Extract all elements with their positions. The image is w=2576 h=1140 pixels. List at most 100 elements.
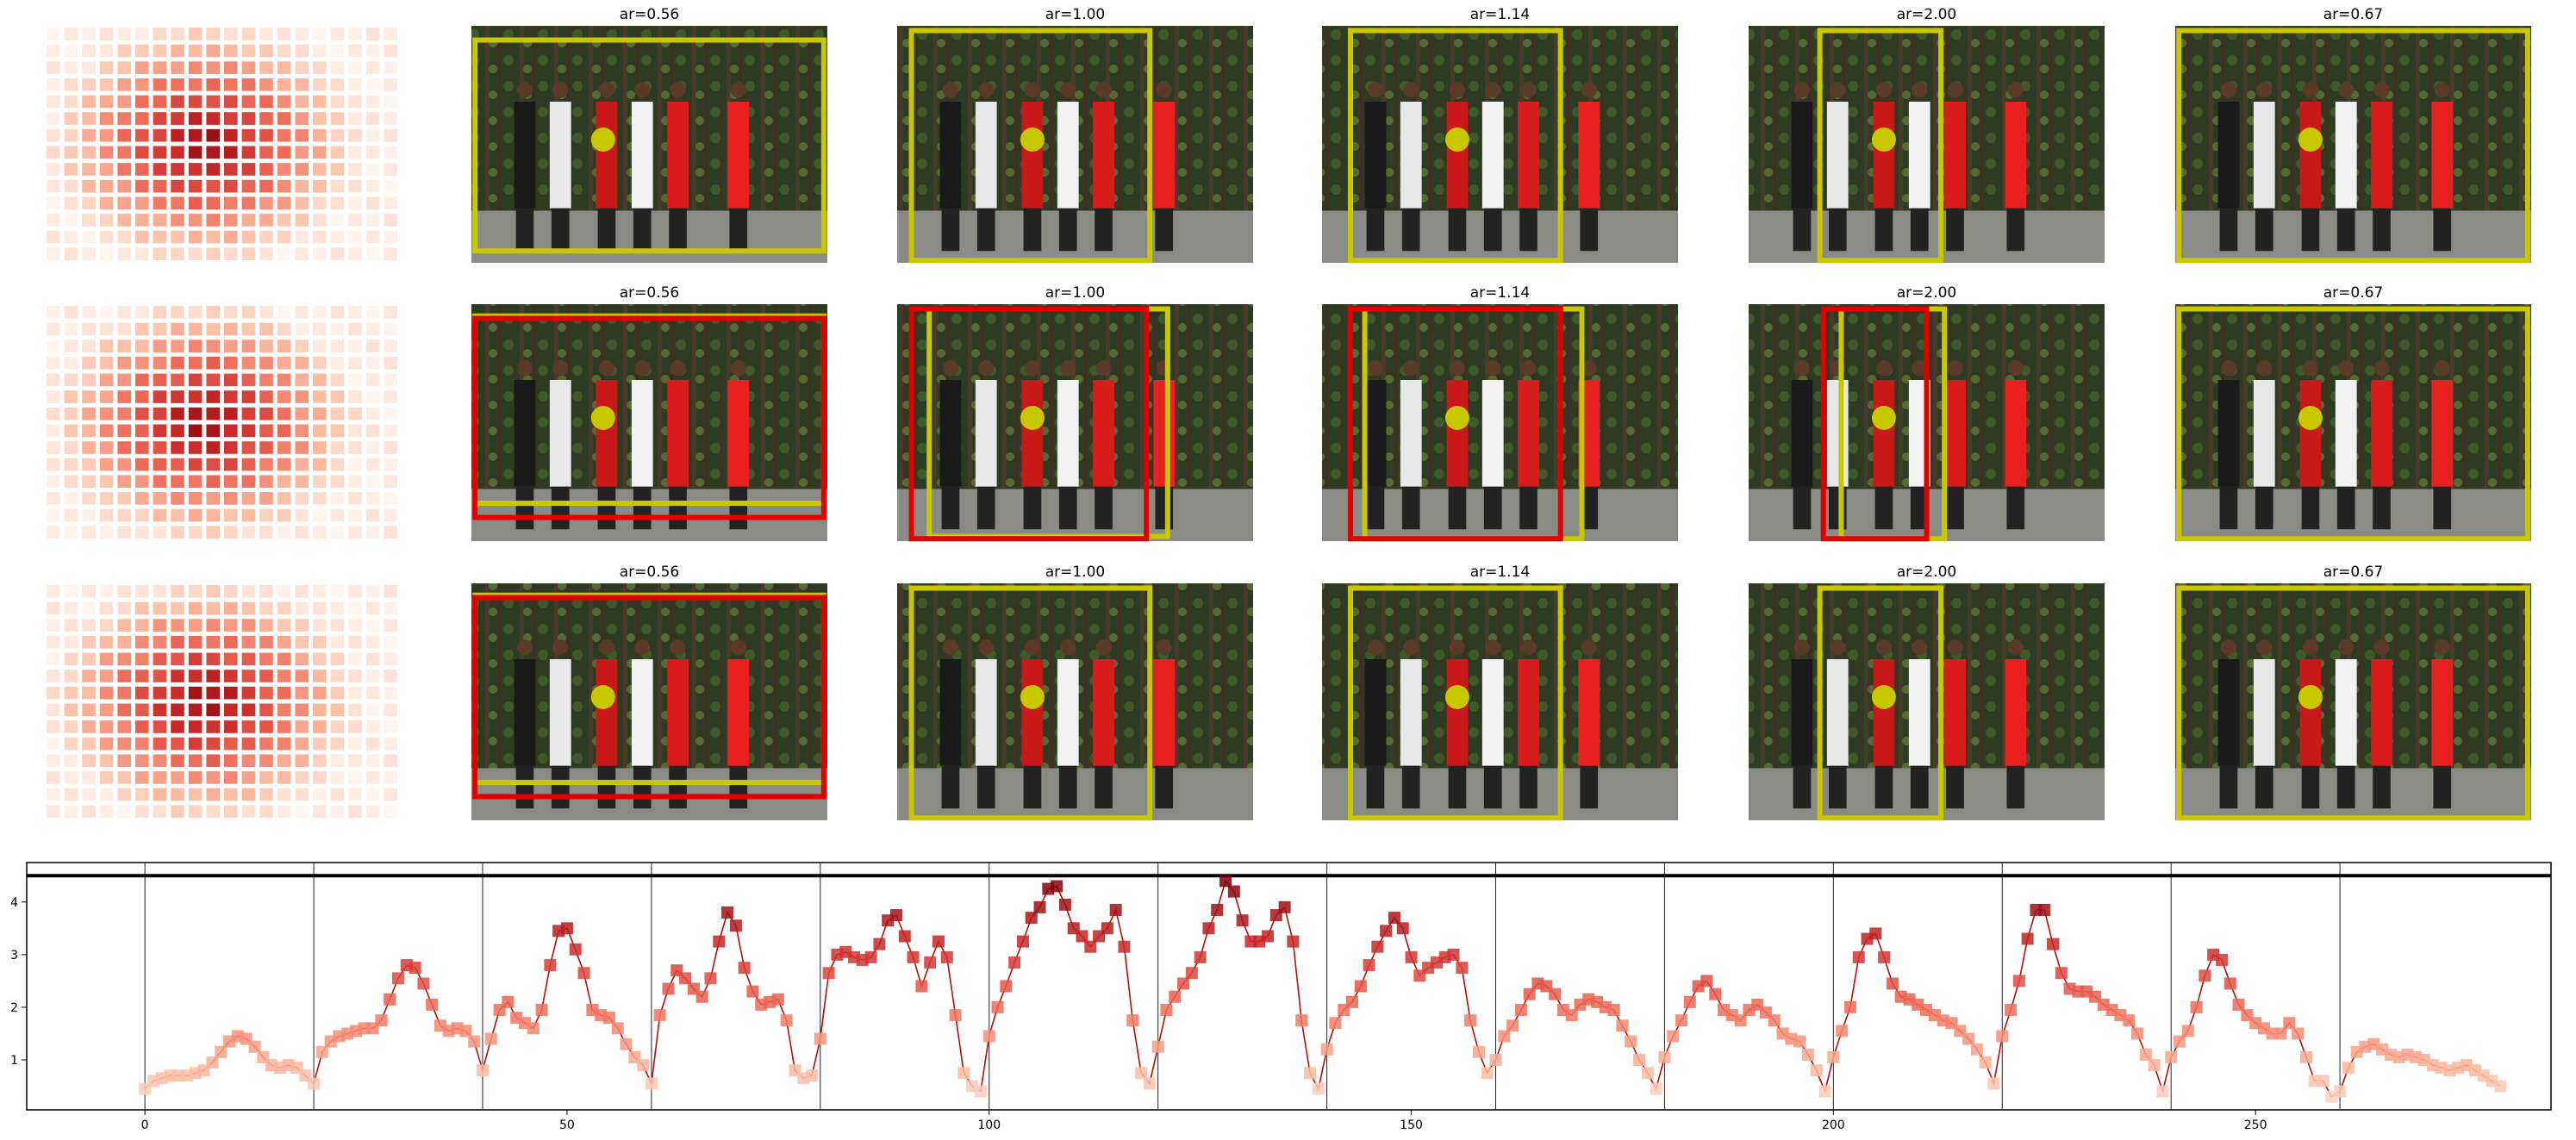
heatmap-cell xyxy=(171,441,184,454)
heatmap-cell xyxy=(47,720,60,733)
heatmap-cell xyxy=(277,28,291,40)
heatmap-cell xyxy=(82,44,96,58)
heatmap-cell xyxy=(384,61,397,74)
heatmap-cell xyxy=(117,44,131,58)
heatmap-cell xyxy=(206,585,220,598)
heatmap-cell xyxy=(259,652,273,666)
heatmap-cell xyxy=(241,788,256,801)
heatmap-cell xyxy=(384,28,397,40)
photo-person-head xyxy=(1485,360,1501,377)
heatmap-cell xyxy=(153,458,167,471)
heatmap-cell xyxy=(206,179,220,193)
heatmap-cell xyxy=(330,788,345,801)
heatmap-cell xyxy=(277,619,291,632)
heatmap-cell xyxy=(135,407,149,420)
heatmap-cell xyxy=(241,95,256,109)
photo-person-head xyxy=(2373,82,2390,98)
heatmap-cell xyxy=(153,771,167,784)
photo-person-legs xyxy=(633,765,652,809)
heatmap-cell xyxy=(82,788,96,801)
heatmap-cell xyxy=(330,196,345,210)
heatmap-cell xyxy=(330,163,345,176)
photo-panel: ar=0.56 xyxy=(471,284,827,541)
heatmap-cell xyxy=(171,128,184,142)
photo-person xyxy=(1481,659,1504,766)
photo-person xyxy=(1446,380,1469,487)
heatmap-cell xyxy=(171,737,184,751)
photo-person-legs xyxy=(2373,765,2391,809)
heatmap-cell xyxy=(153,340,167,352)
photo-person xyxy=(2335,659,2357,766)
data-point xyxy=(560,922,573,935)
data-point xyxy=(1810,1064,1823,1077)
photo-person xyxy=(1400,102,1422,209)
photo-person-legs xyxy=(976,486,995,530)
data-point xyxy=(1709,987,1722,1000)
heatmap-cell xyxy=(241,754,256,768)
photo-person-legs xyxy=(1448,765,1467,809)
heatmap-cell xyxy=(330,95,345,109)
heatmap-cell xyxy=(259,230,273,244)
heatmap-cell xyxy=(330,247,345,260)
data-point xyxy=(484,1032,497,1045)
photo-person xyxy=(1518,102,1539,209)
data-point xyxy=(729,919,742,932)
data-point xyxy=(1987,1077,2000,1090)
heatmap-cell xyxy=(224,526,238,539)
photo-person xyxy=(1093,380,1114,487)
heatmap-cell xyxy=(348,635,362,649)
heatmap-cell xyxy=(153,322,167,336)
heatmap-cell xyxy=(206,247,220,260)
data-point xyxy=(991,1000,1004,1013)
heatmap-cell xyxy=(171,356,184,370)
photo-person-head xyxy=(1793,360,1811,377)
heatmap-cell xyxy=(330,230,345,244)
heatmap-cell xyxy=(365,635,380,649)
photo-person xyxy=(1826,380,1849,487)
photo-panel: ar=1.14 xyxy=(1322,564,1678,821)
heatmap-cell xyxy=(348,390,362,403)
data-point xyxy=(2047,938,2060,950)
data-point xyxy=(1202,922,1215,935)
panel-title: ar=0.67 xyxy=(2323,284,2384,302)
data-point xyxy=(822,967,835,980)
heatmap-cell xyxy=(171,670,184,682)
photo-person xyxy=(1791,380,1813,487)
data-point xyxy=(1295,1014,1308,1027)
heatmap-cell xyxy=(135,686,149,700)
heatmap-cell xyxy=(117,196,131,210)
heatmap-cell xyxy=(99,737,114,751)
heatmap-cell xyxy=(259,458,273,471)
heatmap-cell xyxy=(206,670,220,682)
photo-person xyxy=(596,380,618,487)
photo-person xyxy=(1021,102,1044,209)
heatmap-cell xyxy=(365,44,380,58)
heatmap-cell xyxy=(259,771,273,784)
panel-title: ar=1.14 xyxy=(1470,6,1531,23)
heatmap-cell xyxy=(241,737,256,751)
heatmap-cell xyxy=(365,475,380,489)
heatmap-cell xyxy=(99,619,114,632)
data-point xyxy=(974,1085,987,1098)
heatmap-cell xyxy=(384,805,397,818)
heatmap-cell xyxy=(135,214,149,227)
heatmap-cell xyxy=(47,179,60,193)
heatmap-cell xyxy=(313,306,327,319)
photo-person xyxy=(1021,380,1044,487)
heatmap-cell xyxy=(171,340,184,352)
heatmap-cell xyxy=(188,112,203,125)
data-point xyxy=(1177,977,1190,990)
photo-person-head xyxy=(516,639,533,656)
heatmap-cell xyxy=(277,771,291,784)
heatmap-cell xyxy=(135,95,149,109)
data-point xyxy=(1008,956,1021,969)
heatmap-cell xyxy=(224,163,238,176)
heatmap-cell xyxy=(241,390,256,403)
heatmap-cell xyxy=(313,214,327,227)
data-point xyxy=(2139,1048,2152,1061)
heatmap-cell xyxy=(82,585,96,598)
photo-person xyxy=(1791,659,1813,766)
heatmap-cell xyxy=(64,601,78,615)
heatmap-cell xyxy=(64,407,78,420)
heatmap-cell xyxy=(295,230,309,244)
